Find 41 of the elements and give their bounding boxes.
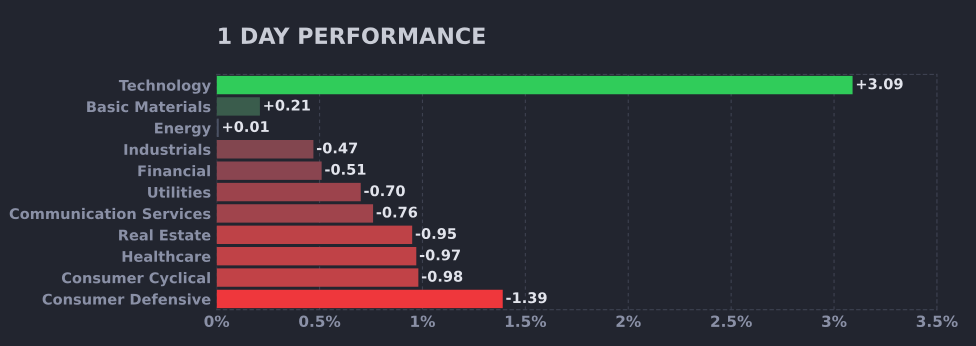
data-label: +0.01 [223, 121, 269, 132]
y-tick-label: Healthcare [122, 250, 210, 262]
data-label: -0.47 [316, 142, 358, 154]
data-label: +0.21 [264, 100, 310, 111]
bar [216, 140, 314, 158]
y-tick-label: Technology [118, 80, 211, 94]
data-label: -0.70 [364, 185, 405, 196]
data-label: -0.95 [416, 228, 456, 240]
x-tick-label: 3% [822, 315, 847, 328]
data-label: -0.76 [376, 206, 418, 218]
y-tick-label: Real Estate [119, 229, 210, 241]
y-tick-label: Industrials [124, 144, 210, 155]
bar [216, 204, 374, 223]
bar [216, 226, 412, 244]
y-tick-label: Financial [138, 165, 210, 176]
x-tick-label: 3.5% [916, 315, 958, 328]
x-tick-label: 1.5% [506, 315, 546, 328]
y-tick-label: Communication Services [10, 208, 210, 220]
y-tick-label: Energy [155, 122, 211, 136]
bar [216, 161, 322, 180]
bar [216, 182, 361, 202]
bar [216, 247, 416, 266]
y-tick-label: Basic Materials [87, 100, 210, 112]
bar [216, 76, 853, 94]
y-tick-label: Consumer Cyclical [62, 272, 210, 286]
y-tick-label: Utilities [148, 186, 210, 198]
x-tick-label: 0% [204, 315, 230, 328]
bar [216, 97, 260, 116]
bar [216, 290, 503, 308]
data-label: -0.97 [420, 249, 460, 260]
x-tick-label: 2.5% [711, 315, 752, 328]
data-label: -0.98 [422, 270, 462, 282]
data-label: -1.39 [506, 292, 547, 304]
bar [216, 268, 418, 287]
x-tick-label: 2% [616, 315, 641, 328]
y-tick-label: Consumer Defensive [42, 293, 210, 305]
x-tick-label: 1% [411, 315, 435, 328]
data-label: -0.51 [325, 164, 366, 175]
data-label: +3.09 [856, 78, 903, 90]
x-tick-label: 0.5% [299, 315, 340, 328]
chart-title: 1 DAY PERFORMANCE [219, 27, 485, 44]
